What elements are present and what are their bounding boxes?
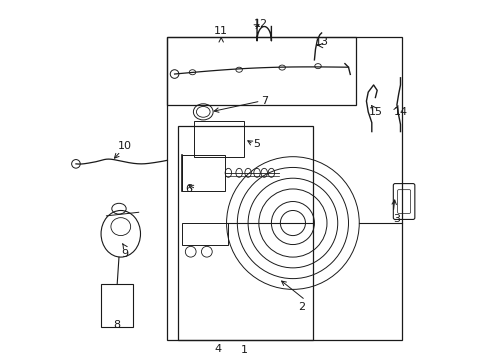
Text: 7: 7: [260, 96, 267, 106]
Text: 1: 1: [241, 345, 247, 355]
Text: 15: 15: [367, 107, 382, 117]
Text: 14: 14: [393, 107, 407, 117]
Text: 4: 4: [214, 343, 221, 354]
Text: 11: 11: [214, 26, 228, 36]
Text: 13: 13: [314, 37, 328, 47]
Bar: [182, 155, 224, 191]
Text: 5: 5: [253, 139, 260, 149]
Text: 2: 2: [298, 302, 305, 312]
Bar: [167, 37, 355, 105]
Text: 10: 10: [117, 141, 131, 151]
Bar: [178, 126, 312, 339]
Text: 8: 8: [113, 320, 121, 330]
Text: 3: 3: [393, 215, 400, 224]
Bar: [182, 223, 228, 244]
Text: 6: 6: [185, 184, 192, 194]
Bar: [167, 37, 402, 339]
Bar: [101, 284, 133, 327]
Text: 9: 9: [121, 248, 128, 258]
Text: 12: 12: [253, 19, 267, 29]
Bar: [194, 121, 244, 157]
